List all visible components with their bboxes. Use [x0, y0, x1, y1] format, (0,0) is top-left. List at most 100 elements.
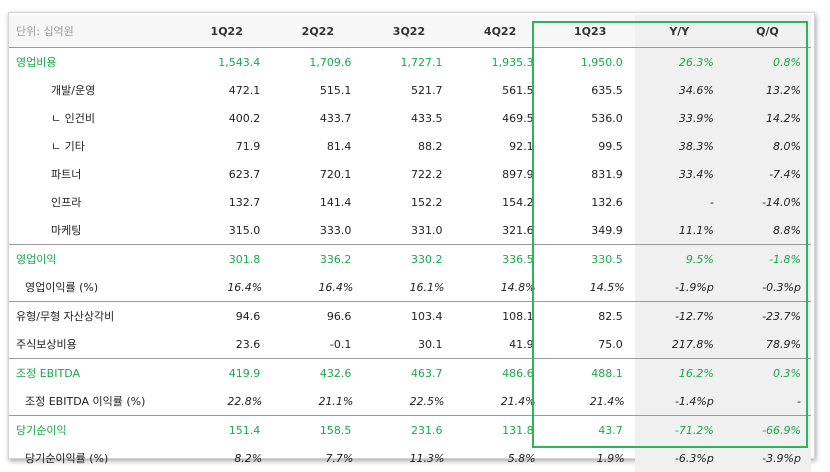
cell-1q22: 315.0 [228, 223, 261, 237]
table-row-net-margin: 당기순이익률 (%) 8.2% 7.7% 11.3% 5.8% 1.9% -6.… [9, 444, 811, 472]
cell-4q22: 41.9 [509, 337, 534, 351]
cell-4q22: 5.8% [507, 451, 536, 465]
cell-1q22: 94.6 [181, 301, 273, 330]
cell-2q22: 141.4 [319, 195, 352, 209]
cell-yoy: -1.9%p [634, 273, 724, 302]
cell-4q22: 486.6 [454, 358, 546, 387]
cell-1q22: 132.7 [228, 195, 261, 209]
col-header-1q22: 1Q22 [181, 15, 273, 48]
cell-3q22: 152.2 [411, 195, 443, 209]
row-label: 당기순이익률 (%) [25, 452, 109, 465]
cell-3q22: 16.1% [409, 280, 445, 294]
table-row-infra: 인프라 132.7 141.4 152.2 154.2 132.6 - -14.… [9, 188, 811, 216]
cell-1q22: 301.8 [181, 244, 273, 273]
cell-4q22: 469.5 [502, 111, 534, 125]
table-row-marketing: 마케팅 315.0 333.0 331.0 321.6 349.9 11.1% … [9, 216, 811, 245]
table-row-other: ㄴ 기타 71.9 81.4 88.2 92.1 99.5 38.3% 8.0% [9, 132, 811, 160]
cell-4q22: 92.1 [509, 139, 534, 153]
header-row: 단위: 십억원 1Q22 2Q22 3Q22 4Q22 1Q23 Y/Y Q/Q [9, 15, 811, 48]
cell-qoq: -3.9%p [723, 444, 811, 472]
cell-yoy: -12.7% [634, 301, 724, 330]
row-label: 주식보상비용 [16, 338, 77, 351]
cell-4q22: 897.9 [502, 167, 534, 181]
cell-1q23: 831.9 [591, 167, 623, 181]
cell-3q22: 433.5 [411, 111, 443, 125]
cell-yoy: 217.8% [634, 330, 724, 359]
cell-1q23: 82.5 [545, 301, 635, 330]
cell-4q22: 131.8 [454, 415, 546, 444]
cell-qoq: -66.9% [723, 415, 811, 444]
cell-qoq: 8.0% [723, 132, 811, 160]
row-label: 인프라 [51, 196, 82, 209]
row-label: ㄴ 인건비 [51, 112, 95, 125]
cell-qoq: -0.3%p [723, 273, 811, 302]
cell-qoq: 8.8% [723, 216, 811, 245]
cell-2q22: 1,709.6 [309, 55, 352, 69]
cell-4q22: 14.8% [500, 280, 536, 294]
cell-1q22: 151.4 [181, 415, 273, 444]
cell-4q22: 321.6 [502, 223, 534, 237]
cell-2q22: 16.4% [318, 280, 354, 294]
cell-3q22: 463.7 [363, 358, 455, 387]
cell-1q22: 22.8% [227, 394, 263, 408]
cell-yoy: - [634, 188, 724, 216]
table-row-operating-margin: 영업이익률 (%) 16.4% 16.4% 16.1% 14.8% 14.5% … [9, 273, 811, 302]
cell-2q22: 515.1 [319, 83, 352, 97]
cell-2q22: 433.7 [319, 111, 352, 125]
row-label: 유형/무형 자산상각비 [9, 301, 182, 330]
cell-yoy: 9.5% [634, 244, 724, 273]
cell-yoy: -1.4%p [634, 387, 724, 416]
row-label: 영업이익률 (%) [25, 281, 99, 294]
col-header-yoy: Y/Y [634, 15, 724, 48]
cell-1q23: 536.0 [591, 111, 623, 125]
cell-3q22: 722.2 [411, 167, 443, 181]
cell-4q22: 21.4% [500, 394, 536, 408]
cell-4q22: 154.2 [502, 195, 534, 209]
cell-1q22: 400.2 [228, 111, 261, 125]
cell-1q23: 635.5 [591, 83, 623, 97]
table-row-partner: 파트너 623.7 720.1 722.2 897.9 831.9 33.4% … [9, 160, 811, 188]
row-label: 영업비용 [16, 56, 57, 69]
cell-qoq: 0.8% [723, 47, 811, 76]
cell-1q23: 132.6 [591, 195, 623, 209]
table-row-depreciation: 유형/무형 자산상각비 94.6 96.6 103.4 108.1 82.5 -… [9, 301, 811, 330]
cell-1q23: 14.5% [589, 280, 625, 294]
table-row-dev-ops: 개발/운영 472.1 515.1 521.7 561.5 635.5 34.6… [9, 76, 811, 104]
cell-3q22: 103.4 [363, 301, 455, 330]
cell-2q22: 7.7% [325, 451, 354, 465]
row-label: 파트너 [51, 168, 82, 181]
cell-2q22: 158.5 [272, 415, 364, 444]
cell-4q22: 108.1 [454, 301, 546, 330]
cell-qoq: 13.2% [723, 76, 811, 104]
col-header-2q22: 2Q22 [272, 15, 364, 48]
table-row-adj-ebitda: 조정 EBITDA 419.9 432.6 463.7 486.6 488.1 … [9, 358, 811, 387]
cell-yoy: 26.3% [634, 47, 724, 76]
cell-3q22: 11.3% [409, 451, 445, 465]
cell-1q22: 1,543.4 [218, 55, 261, 69]
cell-4q22: 1,935.3 [491, 55, 534, 69]
cell-2q22: 81.4 [326, 139, 352, 153]
table-row-operating-profit: 영업이익 301.8 336.2 330.2 336.5 330.5 9.5% … [9, 244, 811, 273]
cell-1q22: 8.2% [234, 451, 263, 465]
cell-3q22: 331.0 [411, 223, 443, 237]
cell-yoy: 33.4% [634, 160, 724, 188]
row-label: 마케팅 [51, 224, 82, 237]
cell-3q22: 30.1 [418, 337, 443, 351]
table-row-adj-ebitda-margin: 조정 EBITDA 이익률 (%) 22.8% 21.1% 22.5% 21.4… [9, 387, 811, 416]
cell-2q22: 432.6 [272, 358, 364, 387]
cell-yoy: 34.6% [634, 76, 724, 104]
row-label: 당기순이익 [9, 415, 182, 444]
cell-yoy: 33.9% [634, 104, 724, 132]
cell-1q22: 472.1 [228, 83, 261, 97]
financial-table: 단위: 십억원 1Q22 2Q22 3Q22 4Q22 1Q23 Y/Y Q/Q… [9, 15, 811, 472]
cell-4q22: 336.5 [454, 244, 546, 273]
table-row-net-income: 당기순이익 151.4 158.5 231.6 131.8 43.7 -71.2… [9, 415, 811, 444]
cell-qoq: -1.8% [723, 244, 811, 273]
cell-qoq: -14.0% [723, 188, 811, 216]
cell-qoq: - [723, 387, 811, 416]
cell-3q22: 22.5% [409, 394, 445, 408]
cell-3q22: 1,727.1 [400, 55, 443, 69]
cell-yoy: 38.3% [634, 132, 724, 160]
cell-3q22: 521.7 [411, 83, 443, 97]
cell-1q23: 349.9 [591, 223, 623, 237]
